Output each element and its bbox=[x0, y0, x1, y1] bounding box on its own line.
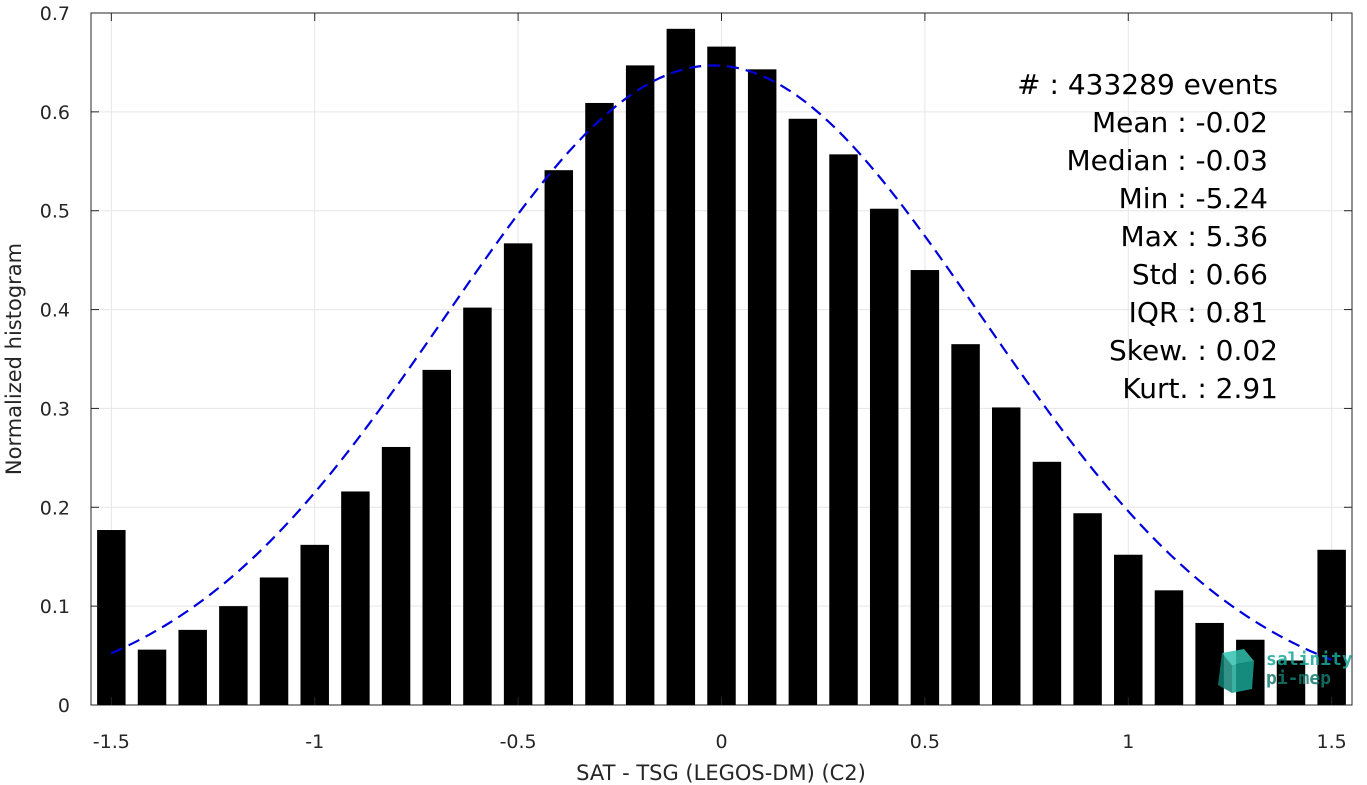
bar-29 bbox=[1276, 660, 1306, 705]
gaussian-fit-curve bbox=[110, 64, 1333, 661]
bar-22 bbox=[992, 407, 1021, 705]
x-tick-label-2: -0.5 bbox=[500, 731, 537, 753]
bar-4 bbox=[259, 577, 289, 705]
bar-5 bbox=[300, 544, 329, 705]
logo-text-line1: salinity bbox=[1266, 649, 1353, 670]
stat-iqr: IQR : 0.81 bbox=[1128, 296, 1268, 329]
stat-median: Median : -0.03 bbox=[1066, 144, 1268, 177]
y-tick-label-3: 0.3 bbox=[40, 398, 70, 420]
bar-3 bbox=[219, 606, 248, 705]
bar-17 bbox=[788, 118, 818, 705]
x-tick-label-5: 1 bbox=[1122, 731, 1134, 753]
x-tick-label-6: 1.5 bbox=[1317, 731, 1347, 753]
bar-1 bbox=[137, 649, 167, 705]
bar-24 bbox=[1073, 513, 1102, 705]
bar-11 bbox=[544, 170, 574, 705]
y-axis-label: Normalized histogram bbox=[2, 243, 26, 475]
stat-max: Max : 5.36 bbox=[1120, 220, 1268, 253]
bar-15 bbox=[707, 46, 736, 705]
y-axis-ticks: 0 0.1 0.2 0.3 0.4 0.5 0.6 0.7 bbox=[40, 3, 1352, 717]
bar-25 bbox=[1114, 554, 1143, 705]
bar-7 bbox=[381, 446, 411, 705]
y-tick-label-6: 0.6 bbox=[40, 102, 70, 124]
salinity-pi-mep-logo: salinity pi-mep bbox=[1214, 645, 1353, 697]
logo-cube-icon bbox=[1218, 649, 1254, 693]
y-tick-label-5: 0.5 bbox=[40, 201, 70, 223]
bar-series bbox=[97, 28, 1346, 706]
y-tick-label-7: 0.7 bbox=[40, 3, 70, 25]
x-tick-label-3: 0 bbox=[715, 731, 727, 753]
stat-std: Std : 0.66 bbox=[1131, 258, 1268, 291]
x-tick-label-1: -1 bbox=[305, 731, 324, 753]
bar-8 bbox=[422, 369, 451, 705]
stat-events: # : 433289 events bbox=[1017, 68, 1278, 101]
bar-20 bbox=[910, 270, 940, 705]
bar-19 bbox=[869, 208, 899, 706]
bar-10 bbox=[503, 243, 533, 705]
bar-26 bbox=[1154, 590, 1184, 705]
x-axis-ticks: -1.5 -1 -0.5 0 0.5 1 1.5 bbox=[93, 13, 1347, 753]
bar-18 bbox=[829, 154, 858, 705]
y-tick-label-2: 0.2 bbox=[40, 497, 70, 519]
y-tick-label-0: 0 bbox=[58, 695, 70, 717]
stat-min: Min : -5.24 bbox=[1118, 182, 1268, 215]
x-tick-label-4: 0.5 bbox=[910, 731, 940, 753]
bar-16 bbox=[747, 69, 777, 705]
bar-2 bbox=[178, 629, 207, 705]
bar-13 bbox=[625, 65, 655, 705]
stat-kurt: Kurt. : 2.91 bbox=[1122, 372, 1278, 405]
logo-text-line2: pi-mep bbox=[1266, 668, 1332, 689]
bar-23 bbox=[1032, 461, 1062, 705]
bar-30 bbox=[1317, 549, 1346, 705]
bar-0 bbox=[97, 530, 126, 705]
bar-9 bbox=[463, 307, 492, 705]
bar-27 bbox=[1195, 622, 1224, 705]
bar-6 bbox=[341, 491, 370, 705]
stat-skew: Skew. : 0.02 bbox=[1108, 334, 1278, 367]
x-axis-label: SAT - TSG (LEGOS-DM) (C2) bbox=[576, 761, 866, 785]
bar-12 bbox=[585, 102, 614, 705]
y-tick-label-4: 0.4 bbox=[40, 300, 70, 322]
bar-21 bbox=[951, 344, 980, 705]
bar-14 bbox=[666, 28, 696, 706]
x-tick-label-0: -1.5 bbox=[93, 731, 130, 753]
y-tick-label-1: 0.1 bbox=[40, 596, 70, 618]
stat-mean: Mean : -0.02 bbox=[1092, 106, 1268, 139]
